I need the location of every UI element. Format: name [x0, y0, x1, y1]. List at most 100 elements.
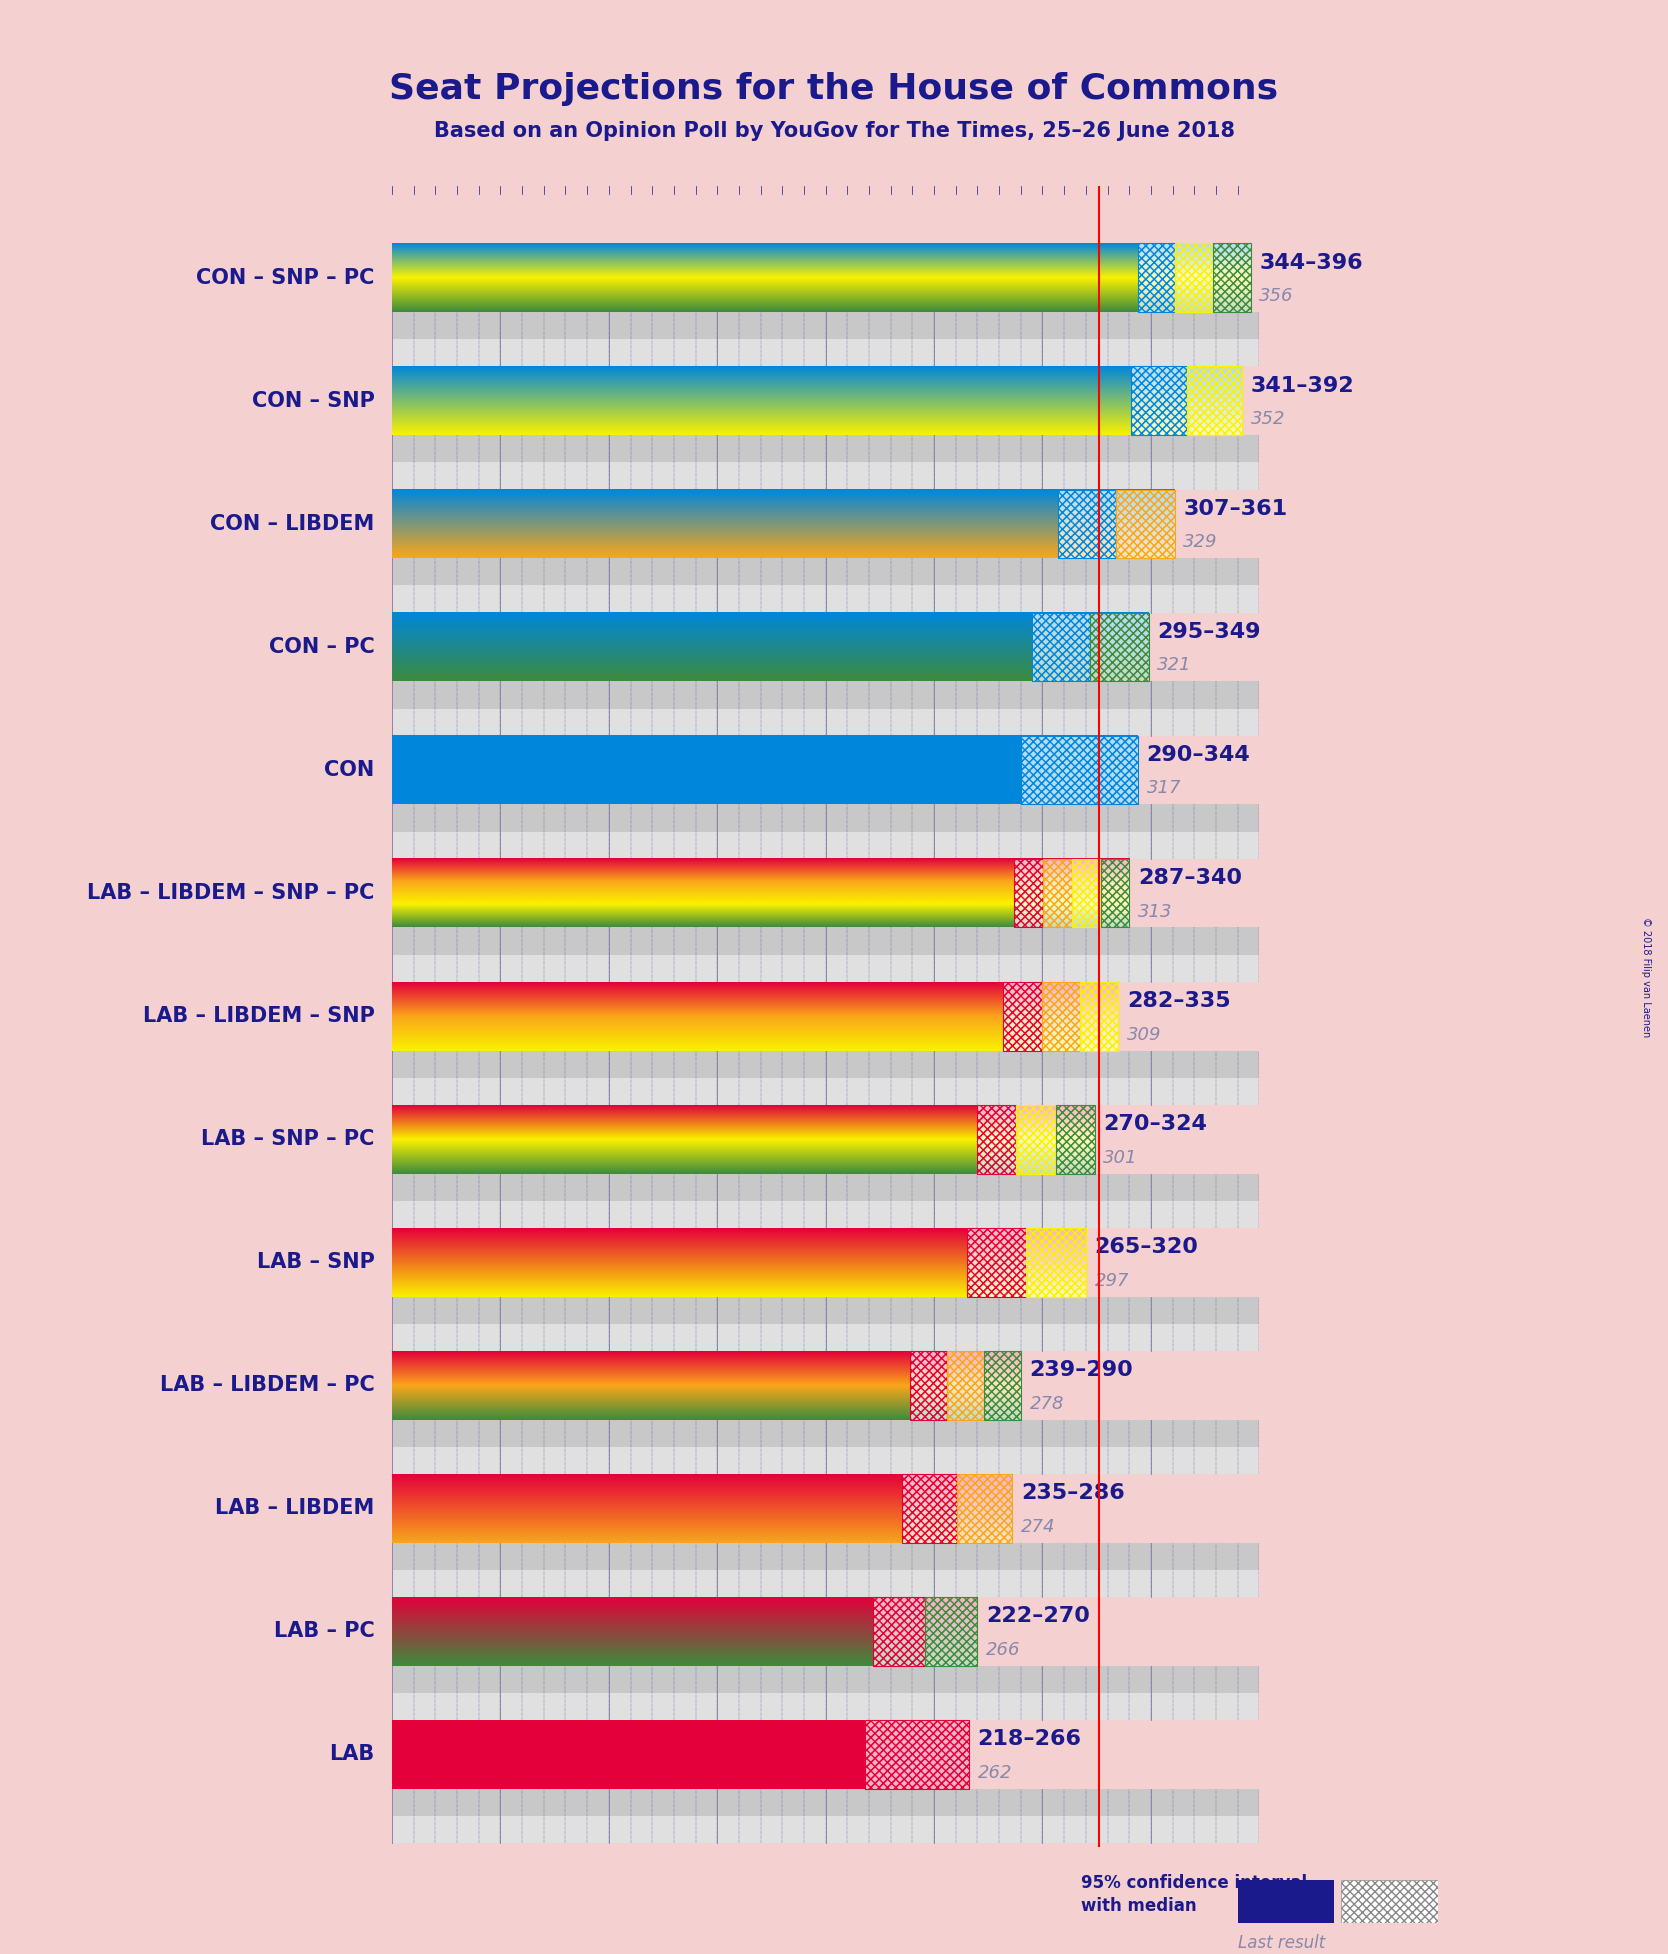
Bar	[1176, 244, 1213, 313]
Text: 341–392: 341–392	[1251, 377, 1354, 397]
Text: 265–320: 265–320	[1094, 1237, 1198, 1256]
Bar	[864, 1720, 969, 1788]
Bar	[392, 682, 1259, 709]
Bar	[392, 1542, 1259, 1569]
Bar	[957, 1473, 1012, 1542]
Bar	[392, 313, 1259, 340]
Bar	[1056, 1104, 1094, 1174]
Text: 266: 266	[986, 1641, 1021, 1659]
Bar	[1138, 244, 1176, 313]
Bar	[392, 1323, 1259, 1350]
Text: 352: 352	[1251, 410, 1284, 428]
Bar	[874, 1596, 926, 1665]
Text: 282–335: 282–335	[1128, 991, 1231, 1012]
Bar	[392, 832, 1259, 858]
Text: 274: 274	[1021, 1518, 1056, 1536]
Bar	[392, 956, 1259, 981]
Bar	[874, 1596, 926, 1665]
Bar	[1058, 490, 1116, 559]
Text: LAB – SNP – PC: LAB – SNP – PC	[202, 1129, 375, 1149]
Bar	[392, 1174, 1259, 1200]
Bar	[1081, 981, 1118, 1051]
Text: 95% confidence interval
with median: 95% confidence interval with median	[1081, 1874, 1308, 1915]
Bar	[1026, 1227, 1086, 1297]
Bar	[926, 1596, 977, 1665]
Text: 218–266: 218–266	[977, 1729, 1081, 1749]
Bar	[1131, 367, 1186, 436]
Text: 287–340: 287–340	[1138, 868, 1243, 889]
Text: LAB – LIBDEM: LAB – LIBDEM	[215, 1499, 375, 1518]
Bar	[984, 1350, 1021, 1421]
Bar	[947, 1350, 984, 1421]
Bar	[392, 436, 1259, 463]
Text: LAB – SNP: LAB – SNP	[257, 1253, 375, 1272]
Text: 313: 313	[1138, 903, 1173, 920]
Bar	[957, 1473, 1012, 1542]
Text: 301: 301	[1103, 1149, 1138, 1167]
Bar	[1042, 981, 1081, 1051]
Bar	[1042, 858, 1073, 928]
Text: LAB – LIBDEM – SNP – PC: LAB – LIBDEM – SNP – PC	[87, 883, 375, 903]
Bar	[392, 1051, 1259, 1077]
Text: LAB – LIBDEM – SNP: LAB – LIBDEM – SNP	[143, 1006, 375, 1026]
Bar	[901, 1473, 957, 1542]
Text: 262: 262	[977, 1764, 1012, 1782]
Text: 239–290: 239–290	[1029, 1360, 1133, 1380]
Bar	[392, 805, 1259, 832]
Bar	[1014, 858, 1042, 928]
Bar	[966, 1227, 1026, 1297]
Bar	[911, 1350, 947, 1421]
Bar	[1016, 1104, 1056, 1174]
Bar	[901, 1473, 957, 1542]
Text: CON – SNP: CON – SNP	[252, 391, 375, 410]
Bar	[1091, 612, 1149, 682]
Bar	[1056, 1104, 1094, 1174]
Text: 329: 329	[1183, 533, 1218, 551]
Bar	[1073, 858, 1101, 928]
Text: 356: 356	[1259, 287, 1294, 305]
Bar	[1073, 858, 1101, 928]
Bar	[1021, 735, 1138, 805]
Bar	[1176, 244, 1213, 313]
Bar	[984, 1350, 1021, 1421]
Bar	[1101, 858, 1129, 928]
Bar	[966, 1227, 1026, 1297]
Bar	[864, 1720, 969, 1788]
Text: 309: 309	[1128, 1026, 1161, 1043]
Bar	[1031, 612, 1091, 682]
Bar	[977, 1104, 1016, 1174]
Bar	[392, 1815, 1259, 1843]
Bar	[392, 340, 1259, 367]
Bar	[1004, 981, 1042, 1051]
Bar	[1131, 367, 1186, 436]
Bar	[1042, 858, 1073, 928]
Bar	[1186, 367, 1243, 436]
Bar	[392, 559, 1259, 586]
Text: 344–396: 344–396	[1259, 254, 1363, 274]
Bar	[392, 1200, 1259, 1227]
Bar	[392, 1569, 1259, 1596]
Text: LAB: LAB	[329, 1745, 375, 1764]
Bar	[1081, 981, 1118, 1051]
Text: 295–349: 295–349	[1158, 621, 1261, 643]
Bar	[1116, 490, 1174, 559]
Bar	[1004, 981, 1042, 1051]
Bar	[392, 1692, 1259, 1720]
Bar	[1026, 1227, 1086, 1297]
Bar	[947, 1350, 984, 1421]
Bar	[1116, 490, 1174, 559]
Text: Based on an Opinion Poll by YouGov for The Times, 25–26 June 2018: Based on an Opinion Poll by YouGov for T…	[434, 121, 1234, 141]
Text: LAB – LIBDEM – PC: LAB – LIBDEM – PC	[160, 1376, 375, 1395]
Text: 317: 317	[1146, 780, 1181, 797]
Text: CON: CON	[324, 760, 375, 780]
Bar	[911, 1350, 947, 1421]
Text: 321: 321	[1158, 657, 1193, 674]
Text: 222–270: 222–270	[986, 1606, 1089, 1626]
Text: 235–286: 235–286	[1021, 1483, 1124, 1503]
Text: CON – SNP – PC: CON – SNP – PC	[197, 268, 375, 287]
Text: CON – LIBDEM: CON – LIBDEM	[210, 514, 375, 533]
Text: © 2018 Filip van Laenen: © 2018 Filip van Laenen	[1641, 916, 1651, 1038]
Bar	[1101, 858, 1129, 928]
Bar	[392, 586, 1259, 612]
Bar	[392, 1665, 1259, 1692]
